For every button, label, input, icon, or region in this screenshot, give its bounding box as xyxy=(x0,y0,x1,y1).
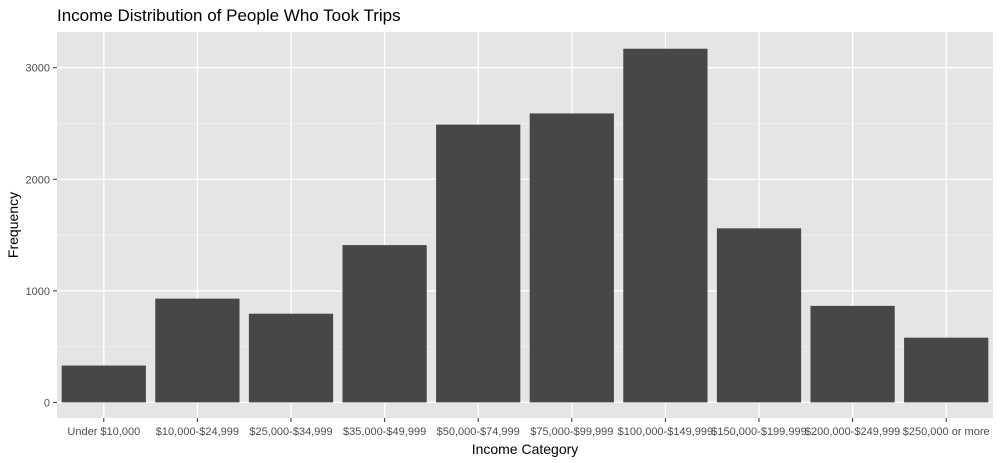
bar xyxy=(248,313,334,403)
y-axis: 0 1000 2000 3000 xyxy=(26,63,57,409)
chart-title: Income Distribution of People Who Took T… xyxy=(57,6,401,25)
x-tick-label: $100,000-$149,999 xyxy=(618,426,713,438)
bars xyxy=(61,48,989,403)
x-tick-label: $75,000-$99,999 xyxy=(530,426,613,438)
x-tick-label: $50,000-$74,999 xyxy=(437,426,520,438)
bar xyxy=(716,228,802,403)
y-tick-label: 1000 xyxy=(26,286,50,298)
x-tick-label: $10,000-$24,999 xyxy=(156,426,239,438)
y-tick-label: 0 xyxy=(44,397,50,409)
x-axis: Under $10,000 $10,000-$24,999 $25,000-$34,… xyxy=(67,418,990,438)
y-axis-title: Frequency xyxy=(5,192,21,258)
x-axis-title: Income Category xyxy=(472,441,579,457)
bar xyxy=(342,245,427,403)
bar xyxy=(623,48,708,403)
bar xyxy=(904,337,989,403)
x-tick-label: $200,000-$249,999 xyxy=(805,426,900,438)
bar xyxy=(436,124,521,403)
x-tick-label: $250,000 or more xyxy=(903,426,990,438)
bar xyxy=(529,113,614,403)
bar xyxy=(810,305,895,403)
bar xyxy=(61,365,146,403)
x-tick-label: Under $10,000 xyxy=(67,426,140,438)
x-tick-label: $150,000-$199,999 xyxy=(711,426,806,438)
bar xyxy=(155,298,240,403)
x-tick-label: $25,000-$34,999 xyxy=(249,426,332,438)
x-tick-label: $35,000-$49,999 xyxy=(343,426,426,438)
y-tick-label: 2000 xyxy=(26,174,50,186)
y-tick-label: 3000 xyxy=(26,63,50,75)
